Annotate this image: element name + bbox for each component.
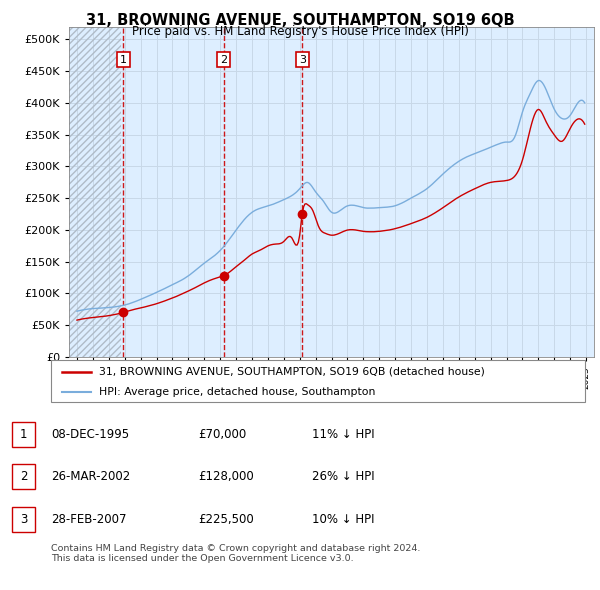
Text: 31, BROWNING AVENUE, SOUTHAMPTON, SO19 6QB: 31, BROWNING AVENUE, SOUTHAMPTON, SO19 6… [86,13,514,28]
Text: Contains HM Land Registry data © Crown copyright and database right 2024.
This d: Contains HM Land Registry data © Crown c… [51,544,421,563]
Text: 3: 3 [20,513,27,526]
Text: 26% ↓ HPI: 26% ↓ HPI [312,470,374,483]
Text: 26-MAR-2002: 26-MAR-2002 [51,470,130,483]
Text: 2: 2 [20,470,27,483]
FancyBboxPatch shape [51,360,585,402]
Text: £225,500: £225,500 [198,513,254,526]
Text: 28-FEB-2007: 28-FEB-2007 [51,513,127,526]
Text: 08-DEC-1995: 08-DEC-1995 [51,428,129,441]
Text: 3: 3 [299,55,306,64]
Text: Price paid vs. HM Land Registry's House Price Index (HPI): Price paid vs. HM Land Registry's House … [131,25,469,38]
Text: 2: 2 [220,55,227,64]
Text: 11% ↓ HPI: 11% ↓ HPI [312,428,374,441]
Text: £70,000: £70,000 [198,428,246,441]
Text: HPI: Average price, detached house, Southampton: HPI: Average price, detached house, Sout… [99,387,376,396]
Text: £128,000: £128,000 [198,470,254,483]
Text: 31, BROWNING AVENUE, SOUTHAMPTON, SO19 6QB (detached house): 31, BROWNING AVENUE, SOUTHAMPTON, SO19 6… [99,367,485,377]
Text: 1: 1 [20,428,27,441]
Text: 1: 1 [120,55,127,64]
Text: 10% ↓ HPI: 10% ↓ HPI [312,513,374,526]
